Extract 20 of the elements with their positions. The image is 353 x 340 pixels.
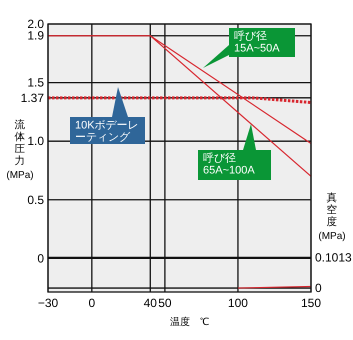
y2-tick-label: 0.1013 [315, 250, 352, 264]
x-tick-label: 0 [88, 296, 96, 310]
annotation: 10Kボデーレーティング [75, 120, 139, 144]
annotation: 呼び径 65A~100A [203, 152, 256, 176]
y-tick-label: 1.37 [20, 90, 44, 105]
y2-tick-label: 0 [315, 281, 322, 296]
x-tick-label: 40 [144, 296, 158, 310]
y2-axis-title: 真空度 (MPa) [318, 191, 346, 242]
y-tick-label: 0 [37, 251, 44, 266]
x-tick-label: 100 [228, 296, 248, 310]
x-tick-label: 50 [158, 296, 172, 310]
x-tick-label: −30 [38, 296, 58, 310]
y-tick-label: 1.0 [27, 134, 44, 148]
x-axis-title: 温度 ℃ [170, 316, 209, 328]
y-tick-label: 2.0 [27, 17, 44, 31]
y-tick-label: 1.5 [27, 76, 44, 90]
annotation: 呼び径 15A~50A [234, 30, 280, 54]
y-tick-label: 1.9 [27, 28, 44, 43]
y-tick-label: 0.5 [27, 192, 44, 207]
x-tick-label: 150 [300, 296, 322, 310]
